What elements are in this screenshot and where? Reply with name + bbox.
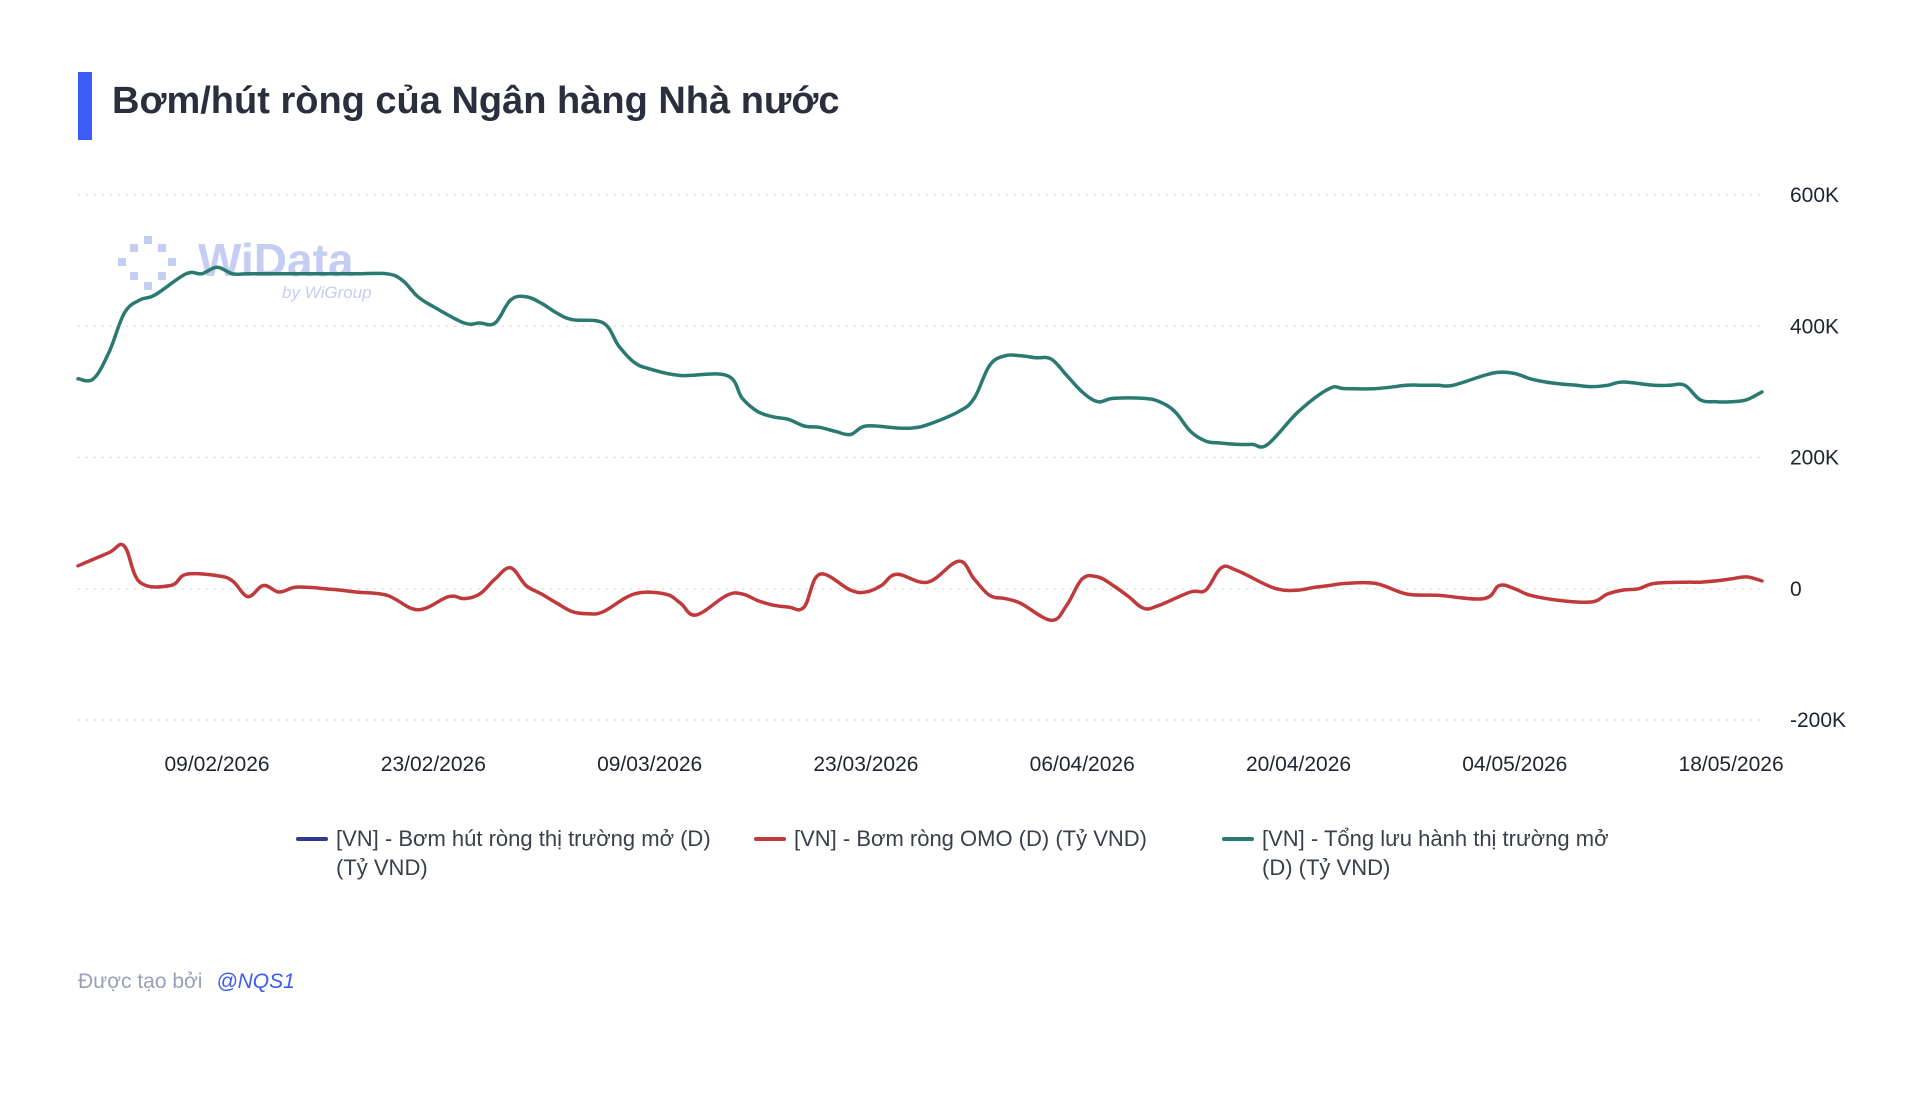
legend-label-net: [VN] - Bơm hút ròng thị trường mở (D) (T… [336, 826, 711, 880]
legend-swatch-omo [754, 837, 786, 841]
legend-label-total: [VN] - Tổng lưu hành thị trường mở (D) (… [1262, 826, 1609, 880]
x-axis: 09/02/2026 23/02/2026 09/03/2026 23/03/2026… [164, 753, 1783, 776]
legend-label-omo: [VN] - Bơm ròng OMO (D) (Tỷ VND) [794, 826, 1147, 851]
y-tick-label: -200K [1790, 709, 1846, 732]
footer-author-link[interactable]: @NQS1 [216, 970, 295, 993]
legend-swatch-net [296, 837, 328, 841]
widata-logo-icon [118, 236, 176, 290]
y-tick-label: 200K [1790, 447, 1839, 470]
title-accent-bar [78, 72, 92, 140]
y-tick-label: 0 [1790, 578, 1802, 601]
footer: Được tạo bởi @NQS1 [78, 970, 295, 994]
legend-swatch-total [1222, 837, 1254, 841]
legend: [VN] - Bơm hút ròng thị trường mở (D) (T… [0, 824, 1920, 914]
watermark: WiData by WiGroup [118, 234, 372, 302]
footer-created-by: Được tạo bởi [78, 970, 203, 993]
chart-title: Bơm/hút ròng của Ngân hàng Nhà nước [112, 80, 840, 122]
x-tick-label: 09/03/2026 [597, 753, 702, 776]
legend-item-total[interactable]: [VN] - Tổng lưu hành thị trường mở (D) (… [1222, 824, 1642, 882]
series-line-total-outstanding [76, 265, 1764, 449]
legend-item-omo[interactable]: [VN] - Bơm ròng OMO (D) (Tỷ VND) [754, 824, 1214, 853]
y-tick-label: 400K [1790, 315, 1839, 338]
series-layer [76, 265, 1764, 623]
watermark-brand: WiData [198, 234, 354, 286]
x-tick-label: 06/04/2026 [1030, 753, 1135, 776]
y-axis: 600K 400K 200K 0 -200K [1790, 184, 1846, 732]
grid-lines [78, 194, 1762, 721]
x-tick-label: 09/02/2026 [164, 753, 269, 776]
x-tick-label: 20/04/2026 [1246, 753, 1351, 776]
x-tick-label: 23/02/2026 [381, 753, 486, 776]
x-tick-label: 18/05/2026 [1679, 753, 1784, 776]
series-line-omo [76, 542, 1764, 623]
x-tick-label: 23/03/2026 [813, 753, 918, 776]
x-tick-label: 04/05/2026 [1462, 753, 1567, 776]
watermark-sub: by WiGroup [282, 283, 372, 302]
legend-item-net[interactable]: [VN] - Bơm hút ròng thị trường mở (D) (T… [296, 824, 716, 882]
y-tick-label: 600K [1790, 184, 1839, 207]
